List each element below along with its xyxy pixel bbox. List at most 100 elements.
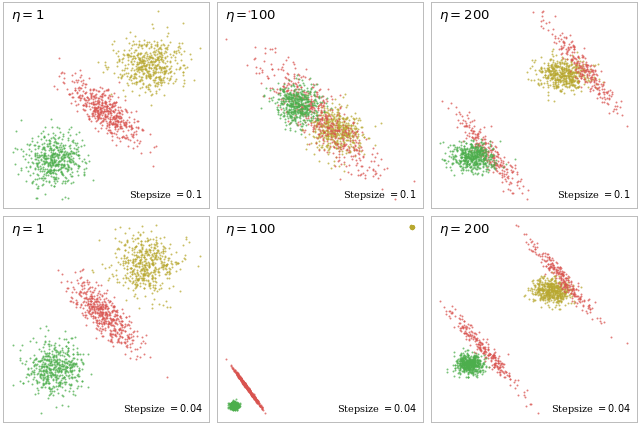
Point <box>354 137 364 143</box>
Point <box>127 131 138 138</box>
Point <box>88 303 98 310</box>
Point <box>308 133 318 139</box>
Point <box>563 44 573 51</box>
Point <box>538 280 548 287</box>
Point <box>147 273 157 280</box>
Point <box>100 99 111 106</box>
Point <box>121 297 131 304</box>
Point <box>531 284 541 290</box>
Point <box>106 330 116 337</box>
Point <box>110 307 120 314</box>
Point <box>119 252 129 259</box>
Point <box>24 151 35 158</box>
Point <box>255 402 265 409</box>
Point <box>259 92 269 99</box>
Point <box>101 103 111 110</box>
Point <box>440 150 451 157</box>
Point <box>67 168 77 175</box>
Point <box>555 86 565 93</box>
Point <box>558 284 568 290</box>
Point <box>563 273 573 280</box>
Point <box>319 108 329 115</box>
Point <box>556 45 566 51</box>
Point <box>301 110 312 117</box>
Point <box>543 265 554 271</box>
Point <box>127 336 138 343</box>
Point <box>228 403 238 410</box>
Point <box>78 311 88 318</box>
Point <box>311 139 321 146</box>
Point <box>543 72 553 78</box>
Point <box>559 288 569 295</box>
Point <box>82 287 92 294</box>
Point <box>265 87 275 94</box>
Point <box>288 92 298 98</box>
Point <box>459 353 469 360</box>
Point <box>104 308 115 315</box>
Point <box>320 113 330 120</box>
Point <box>60 355 70 362</box>
Point <box>455 360 465 366</box>
Point <box>230 407 240 413</box>
Point <box>465 357 476 364</box>
Point <box>75 304 85 311</box>
Point <box>139 61 149 68</box>
Point <box>62 284 72 291</box>
Point <box>99 298 109 304</box>
Point <box>138 265 148 271</box>
Point <box>92 99 102 106</box>
Point <box>59 154 69 161</box>
Point <box>299 102 309 109</box>
Point <box>464 160 474 167</box>
Point <box>49 167 59 173</box>
Point <box>605 86 616 93</box>
Point <box>358 170 368 177</box>
Point <box>464 362 474 369</box>
Point <box>280 87 291 94</box>
Point <box>492 148 502 155</box>
Point <box>319 102 329 109</box>
Point <box>287 114 297 120</box>
Point <box>560 280 570 287</box>
Point <box>104 127 114 134</box>
Point <box>338 94 348 101</box>
Point <box>74 290 84 297</box>
Point <box>77 158 87 165</box>
Point <box>566 68 576 75</box>
Point <box>557 285 567 291</box>
Point <box>274 89 284 96</box>
Point <box>480 354 490 361</box>
Point <box>111 271 121 278</box>
Point <box>563 272 573 279</box>
Point <box>466 360 476 366</box>
Point <box>463 365 474 371</box>
Point <box>296 98 306 105</box>
Point <box>406 224 416 231</box>
Point <box>466 149 476 156</box>
Point <box>458 356 468 363</box>
Point <box>558 70 568 76</box>
Point <box>60 376 70 382</box>
Point <box>153 254 163 260</box>
Point <box>488 162 498 169</box>
Point <box>79 308 90 315</box>
Point <box>53 139 63 146</box>
Point <box>408 223 418 230</box>
Point <box>323 132 333 139</box>
Point <box>551 259 561 266</box>
Point <box>130 262 140 269</box>
Point <box>337 129 348 136</box>
Point <box>330 131 340 137</box>
Point <box>319 117 330 123</box>
Point <box>106 316 116 323</box>
Point <box>43 352 53 359</box>
Point <box>465 360 476 367</box>
Point <box>463 151 474 157</box>
Point <box>230 404 240 410</box>
Point <box>407 223 417 229</box>
Point <box>470 330 480 337</box>
Point <box>115 123 125 129</box>
Point <box>406 224 417 231</box>
Point <box>322 138 332 145</box>
Point <box>460 152 470 159</box>
